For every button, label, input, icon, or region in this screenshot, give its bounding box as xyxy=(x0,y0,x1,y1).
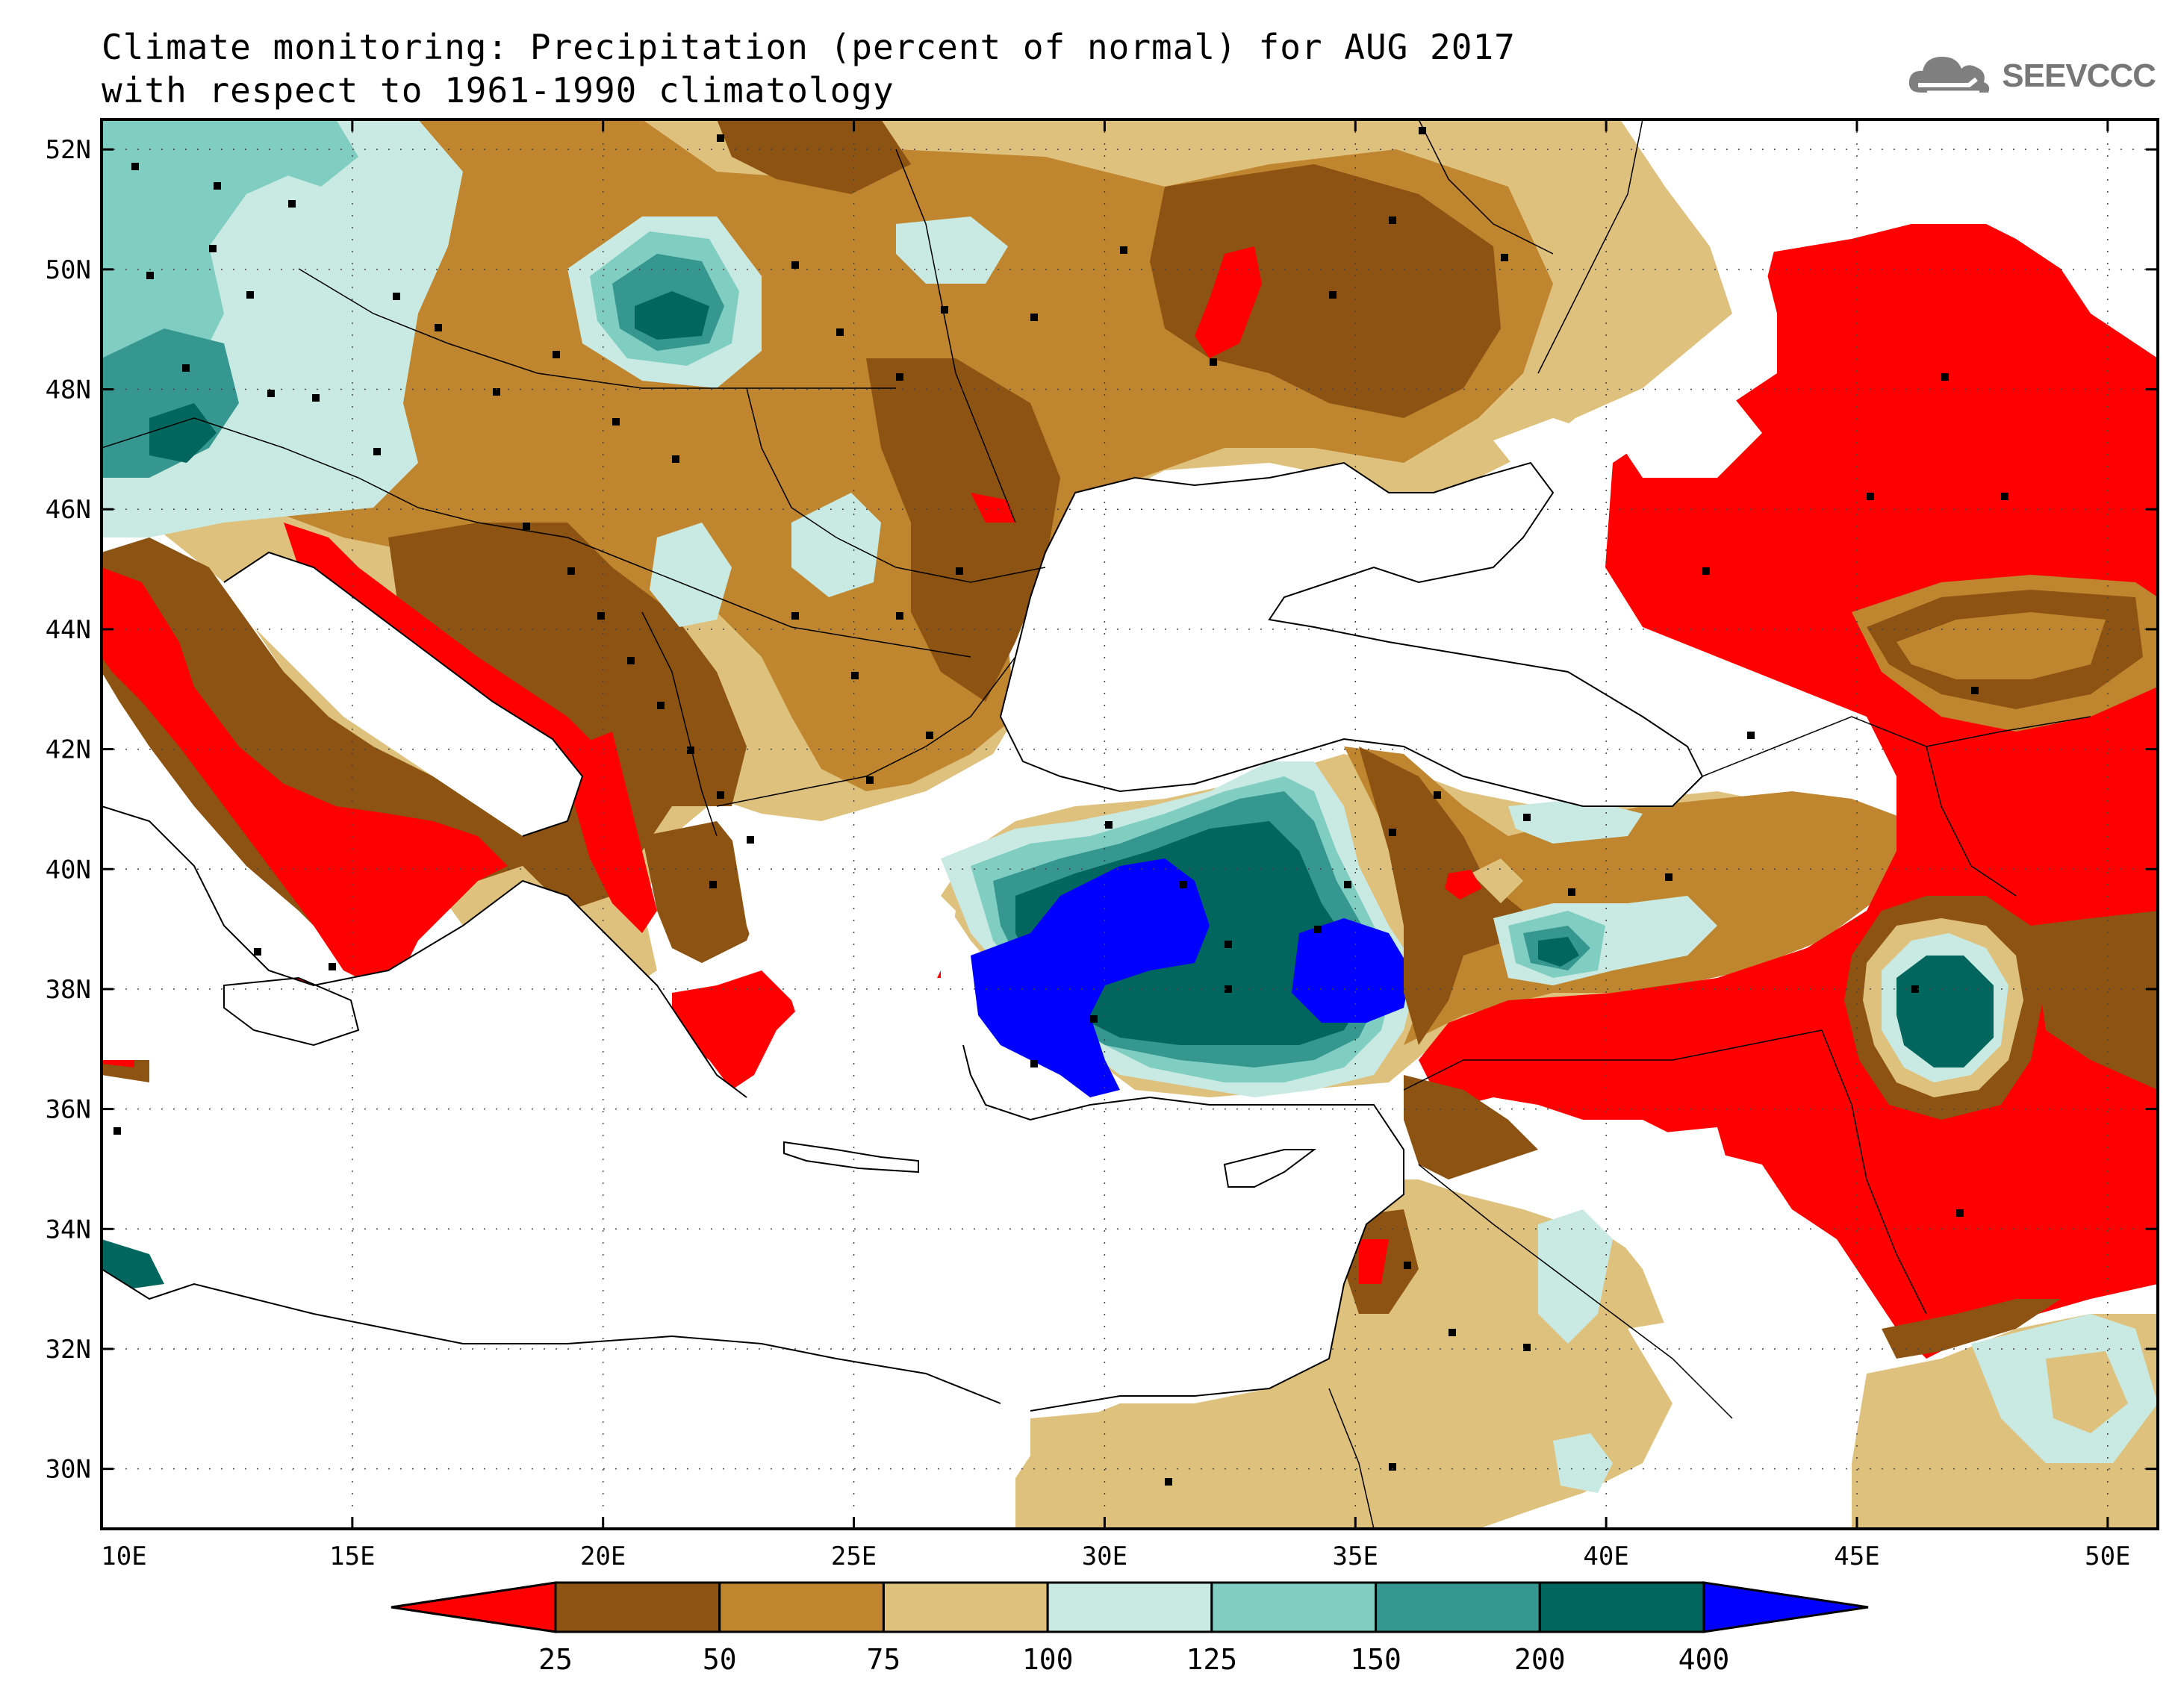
lat-tick-label: 50N xyxy=(46,255,91,285)
east-anatolia-brown xyxy=(1344,747,1911,1045)
colorbar-swatch xyxy=(1210,1581,1378,1633)
colorbar-label: 125 xyxy=(1186,1643,1238,1676)
poland-dark-brown xyxy=(717,119,911,194)
lon-tick-label: 45E xyxy=(1834,1542,1879,1571)
lon-tick-label: 35E xyxy=(1333,1542,1378,1571)
pontic-mint xyxy=(1508,799,1643,844)
iran-brown xyxy=(2031,911,2158,1090)
lat-tick-label: 46N xyxy=(46,495,91,525)
map-title: Climate monitoring: Precipitation (perce… xyxy=(102,27,1516,67)
italy-red xyxy=(102,567,508,985)
lebanon-red xyxy=(1359,1239,1389,1284)
colorbar: 25 50 75 100 125 150 200 400 xyxy=(390,1581,1869,1676)
anatolia-blue-west xyxy=(971,858,1210,1097)
station-markers xyxy=(113,127,2008,1486)
north-missing xyxy=(1665,119,2158,358)
van-teal-dark xyxy=(1538,937,1579,967)
country-borders xyxy=(102,119,2091,1529)
ukraine-red-patch xyxy=(1195,246,1262,358)
lon-tick-label: 50E xyxy=(2085,1542,2130,1571)
colorbar-swatch xyxy=(1538,1581,1705,1633)
colorbar-label: 50 xyxy=(703,1643,737,1676)
moldova-red-patch xyxy=(971,493,1015,523)
sinai-mint xyxy=(1553,1433,1613,1493)
lat-tick-label: 42N xyxy=(46,735,91,765)
east-anatolia-dark xyxy=(1359,747,1523,1045)
greece-brown xyxy=(642,821,762,963)
alps-teal-dark xyxy=(149,403,217,463)
colorbar-label: 200 xyxy=(1514,1643,1566,1676)
iraq-brown-edge xyxy=(1882,1299,2061,1359)
coastlines xyxy=(102,461,1704,1412)
lon-tick-label: 15E xyxy=(329,1542,375,1571)
gulf-tan-inner xyxy=(2046,1351,2128,1433)
cloud-icon xyxy=(1909,57,1990,95)
aegean-sea xyxy=(732,821,956,1075)
urmia-teal-dark xyxy=(1896,956,1994,1068)
colorbar-label: 400 xyxy=(1678,1643,1730,1676)
ukraine-mint xyxy=(896,216,1008,284)
caspian-sea xyxy=(1613,396,1762,478)
croatia-red xyxy=(284,523,597,776)
syria-desert-gap xyxy=(1568,1127,1732,1269)
levant-brown xyxy=(1404,1075,1538,1179)
slovakia-teal-dark xyxy=(635,291,709,340)
lon-tick-label: 25E xyxy=(831,1542,877,1571)
lat-tick-label: 52N xyxy=(46,135,91,165)
adriatic-sea xyxy=(224,552,582,836)
caucasus-brown-inner xyxy=(1896,612,2106,679)
greece-red xyxy=(672,963,806,1090)
colorbar-label: 75 xyxy=(867,1643,901,1676)
map-subtitle: with respect to 1961-1990 climatology xyxy=(102,70,894,110)
bohemia-teal-light xyxy=(269,119,358,187)
lat-tick-label: 34N xyxy=(46,1215,91,1244)
colorbar-arrow-low xyxy=(390,1581,557,1633)
colorbar-swatch xyxy=(718,1581,885,1633)
libya-missing xyxy=(102,1314,1015,1529)
arabia-gap xyxy=(1628,1314,1852,1529)
colorbar-swatch xyxy=(882,1581,1049,1633)
lon-tick-label: 20E xyxy=(580,1542,626,1571)
gridlines xyxy=(102,119,2158,1529)
lat-tick-label: 36N xyxy=(46,1095,91,1125)
lon-tick-label: 30E xyxy=(1082,1542,1127,1571)
colorbar-arrow-high xyxy=(1702,1581,1869,1633)
lat-tick-label: 44N xyxy=(46,615,91,645)
plot-frame xyxy=(100,118,2159,1530)
colorbar-label: 150 xyxy=(1350,1643,1401,1676)
azov-sea xyxy=(1493,418,1613,485)
colorbar-label: 25 xyxy=(538,1643,573,1676)
lon-tick-label: 40E xyxy=(1583,1542,1628,1571)
colorbar-swatch xyxy=(1375,1581,1541,1633)
colorbar-swatch xyxy=(1046,1581,1213,1633)
east-anatolia-tan-patch xyxy=(1471,858,1523,903)
colorbar-swatch xyxy=(554,1581,721,1633)
europe-dark-brown-region xyxy=(1150,164,1501,418)
lat-tick-label: 30N xyxy=(46,1455,91,1485)
carpathian-dark-brown xyxy=(866,358,1060,702)
seevccc-logo: SEEVCCC xyxy=(1905,46,2156,106)
lon-tick-label: 10E xyxy=(101,1542,146,1571)
serbia-mint xyxy=(650,523,732,627)
east-anatolia-red-dot xyxy=(1445,870,1482,900)
albania-red xyxy=(575,732,657,933)
map-plot xyxy=(102,119,2158,1529)
anatolia-blue-east xyxy=(1292,918,1411,1023)
colorbar-label: 100 xyxy=(1022,1643,1074,1676)
lat-tick-label: 48N xyxy=(46,375,91,405)
romania-mint xyxy=(791,493,881,597)
axis-ticks: 10E 15E 20E 25E 30E 35E 40E 45E 50E 30N 32N 34N 36N 3… xyxy=(46,119,2158,1571)
lat-tick-label: 32N xyxy=(46,1335,91,1365)
syria-mint xyxy=(1538,1209,1613,1344)
logo-text: SEEVCCC xyxy=(2002,57,2156,94)
lat-tick-label: 40N xyxy=(46,855,91,885)
lat-tick-label: 38N xyxy=(46,975,91,1005)
